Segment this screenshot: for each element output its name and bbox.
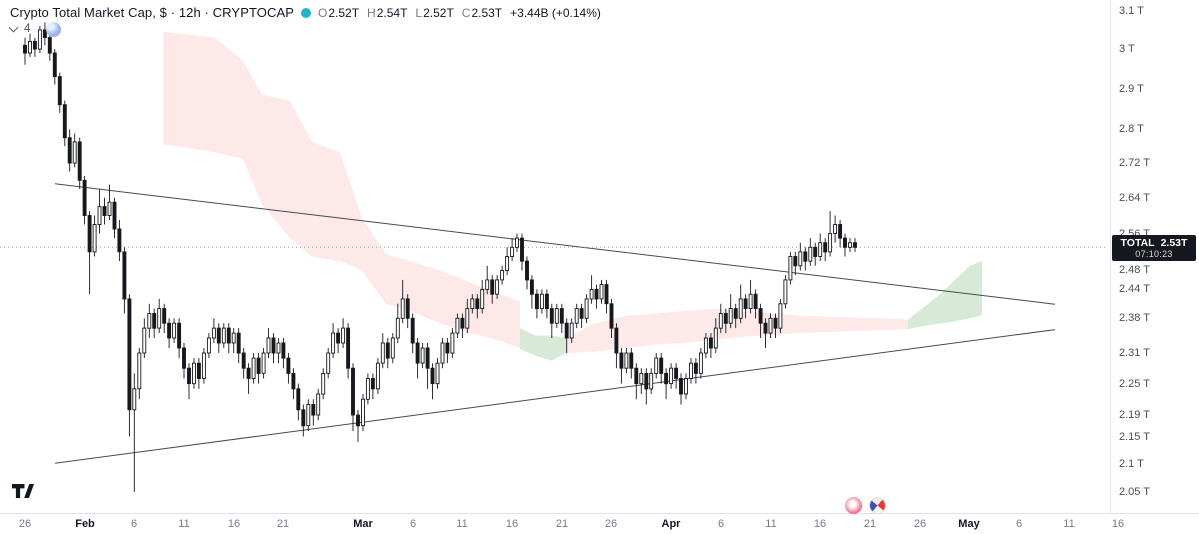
price-tick: 2.72 T: [1119, 157, 1150, 170]
time-tick: May: [958, 518, 980, 530]
time-tick: 26: [913, 518, 927, 530]
price-tick: 2.48 T: [1119, 264, 1150, 277]
last-price-label: TOTAL 2.53T 07:10:23: [1112, 235, 1196, 262]
change-value: +3.44B (+0.14%): [510, 5, 601, 20]
price-tick: 2.8 T: [1119, 123, 1144, 136]
time-tick: 21: [863, 518, 877, 530]
time-axis[interactable]: 26 Feb 6 11 16 21 Mar 6 11 16 21 26 Apr 6 11 16 21 26 May 6…: [0, 513, 1199, 534]
price-tick: 2.31 T: [1119, 347, 1150, 360]
indicators-collapse-button[interactable]: 4: [8, 22, 31, 35]
time-tick: Mar: [353, 518, 373, 530]
time-tick: 6: [717, 518, 725, 530]
price-tick: 2.25 T: [1119, 377, 1150, 390]
price-tick: 2.15 T: [1119, 430, 1150, 443]
trendlines[interactable]: [54, 183, 1056, 464]
price-tick: 2.38 T: [1119, 312, 1150, 325]
ichimoku-cloud: [163, 31, 982, 361]
ohlc-values: O 2.52T H 2.54T L 2.52T C 2.53T +3.44B (+0.1…: [318, 6, 601, 20]
low-label: L: [415, 5, 423, 20]
cryptocap-logo-icon: [301, 7, 312, 18]
time-tick: 11: [456, 518, 468, 530]
tradingview-logo-icon[interactable]: [12, 484, 34, 499]
time-tick: 21: [276, 518, 290, 530]
time-tick: Feb: [75, 518, 95, 530]
price-tick: 2.05 T: [1119, 485, 1150, 498]
time-tick: 21: [555, 518, 569, 530]
time-tick: 16: [813, 518, 827, 530]
price-label-symbol: TOTAL: [1120, 237, 1155, 250]
price-tick: 3.1 T: [1119, 5, 1144, 17]
price-tick: 2.9 T: [1119, 82, 1144, 95]
emoji-sticker-icon-1[interactable]: [845, 497, 862, 514]
time-tick: Apr: [661, 518, 681, 530]
time-tick: 6: [1015, 518, 1023, 530]
time-tick: 11: [1063, 518, 1075, 530]
price-tick: 2.19 T: [1119, 409, 1150, 422]
price-tick: 2.1 T: [1119, 457, 1144, 470]
price-label-value: 2.53T: [1160, 237, 1188, 250]
chart-pane[interactable]: [0, 0, 1110, 513]
open-value: 2.52T: [328, 5, 360, 20]
low-value: 2.52T: [423, 5, 454, 20]
price-tick: 2.44 T: [1119, 283, 1150, 296]
time-tick: 6: [130, 518, 138, 530]
candles-layer: [23, 22, 857, 492]
time-tick: 16: [1111, 518, 1125, 530]
indicator-logo-icon[interactable]: [46, 22, 61, 37]
time-tick: 11: [765, 518, 777, 530]
symbol-legend[interactable]: Crypto Total Market Cap, $ · 12h · CRYPT…: [10, 5, 601, 20]
open-label: O: [318, 5, 328, 20]
chevron-down-icon: [8, 22, 19, 33]
symbol-title[interactable]: Crypto Total Market Cap, $ · 12h · CRYPT…: [10, 5, 295, 20]
high-value: 2.54T: [376, 5, 408, 20]
price-tick: 3 T: [1119, 43, 1135, 56]
hidden-indicators-count: 4: [24, 23, 31, 35]
high-label: H: [367, 5, 376, 20]
time-tick: 6: [409, 518, 417, 530]
close-label: C: [461, 5, 471, 20]
time-tick: 16: [227, 518, 241, 530]
price-tick: 2.64 T: [1119, 191, 1150, 204]
close-value: 2.53T: [471, 5, 503, 20]
time-tick: 26: [604, 518, 618, 530]
time-tick: 11: [178, 518, 190, 530]
emoji-sticker-icon-2[interactable]: [869, 497, 886, 514]
time-tick: 16: [505, 518, 519, 530]
bar-countdown: 07:10:23: [1135, 249, 1173, 260]
time-tick: 26: [18, 518, 32, 530]
